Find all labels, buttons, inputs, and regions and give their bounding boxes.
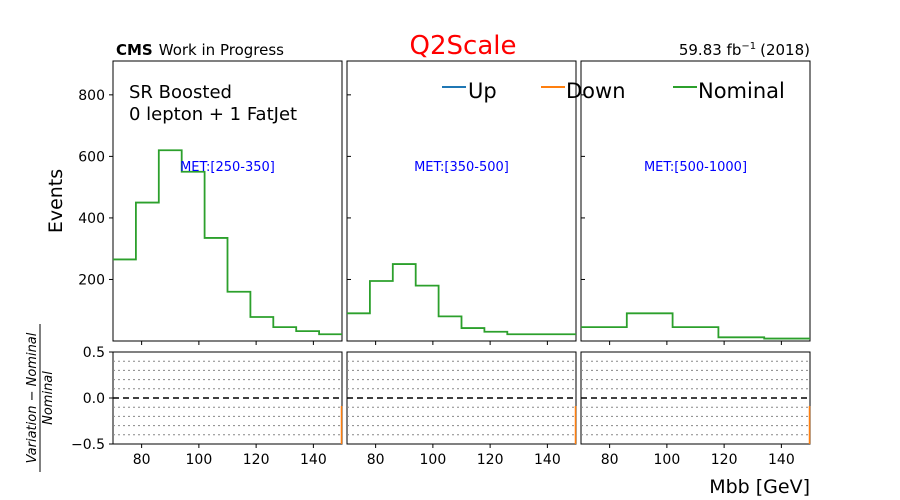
- header-cms: CMS: [116, 41, 153, 59]
- met-label: MET:[250-350]: [180, 160, 275, 175]
- header-lumi-sup: −1: [741, 41, 756, 52]
- met-label: MET:[500-1000]: [644, 160, 747, 175]
- header-left: CMS Work in Progress: [116, 41, 284, 59]
- legend-item-up: Up: [442, 79, 497, 103]
- nominal-series-panel-3: [581, 312, 810, 340]
- header-year: (2018): [760, 41, 810, 59]
- legend-label: Down: [566, 79, 626, 103]
- ratio-y-axis-title: Variation − Nominal Nominal: [25, 324, 56, 472]
- legend-item-nominal: Nominal: [673, 79, 785, 103]
- x-tick-label: 100: [654, 452, 681, 468]
- nominal-series-panel-2: [347, 263, 576, 336]
- panels: MET:[250-350] 200 400 600 800 80 100 120 140 −0.5…: [71, 60, 811, 468]
- x-tick-label: 80: [133, 452, 151, 468]
- y-tick-label: 600: [78, 149, 105, 165]
- top-frame: [346, 60, 577, 342]
- header-right: 59.83 fb−1 (2018): [679, 41, 810, 59]
- panel-2: MET:[350-500] 80 100 120 140: [346, 60, 577, 468]
- panel-3: MET:[500-1000] 80 100 120 140: [580, 60, 811, 468]
- legend-label: Nominal: [698, 79, 785, 103]
- x-tick-label: 80: [367, 452, 385, 468]
- ratio-ylabel-denominator: Nominal: [41, 371, 56, 425]
- ratio-y-tick-label: 0.5: [83, 345, 105, 361]
- y-tick-label: 400: [78, 211, 105, 227]
- panel-1: MET:[250-350] 200 400 600 800 80 100 120 140 −0.5…: [71, 60, 343, 468]
- top-frame: [580, 60, 811, 342]
- x-tick-label: 100: [420, 452, 447, 468]
- y-axis-title: Events: [45, 169, 67, 233]
- x-tick-label: 120: [243, 452, 270, 468]
- region-label-1: SR Boosted: [129, 82, 232, 103]
- x-tick-label: 140: [534, 452, 561, 468]
- nominal-series-panel-1: [113, 149, 342, 336]
- legend: Up Down Nominal: [442, 79, 785, 103]
- chart-title: Q2Scale: [410, 31, 517, 61]
- x-tick-label: 140: [300, 452, 327, 468]
- header-work-in-progress: Work in Progress: [159, 41, 284, 59]
- top-frame: [112, 60, 343, 342]
- legend-item-down: Down: [541, 79, 626, 103]
- x-tick-label: 100: [186, 452, 213, 468]
- region-label-2: 0 lepton + 1 FatJet: [129, 104, 297, 125]
- y-tick-label: 800: [78, 88, 105, 104]
- header-lumi: 59.83 fb: [679, 41, 742, 59]
- y-tick-label: 200: [78, 272, 105, 288]
- x-axis-title: Mbb [GeV]: [709, 476, 810, 498]
- x-tick-label: 140: [768, 452, 795, 468]
- ratio-y-tick-label: 0.0: [83, 391, 105, 407]
- x-tick-label: 120: [477, 452, 504, 468]
- met-label: MET:[350-500]: [414, 160, 509, 175]
- x-tick-label: 80: [601, 452, 619, 468]
- ratio-ylabel-numerator: Variation − Nominal: [25, 332, 40, 463]
- legend-label: Up: [468, 79, 497, 103]
- ratio-y-tick-label: −0.5: [71, 437, 105, 453]
- x-tick-label: 120: [711, 452, 738, 468]
